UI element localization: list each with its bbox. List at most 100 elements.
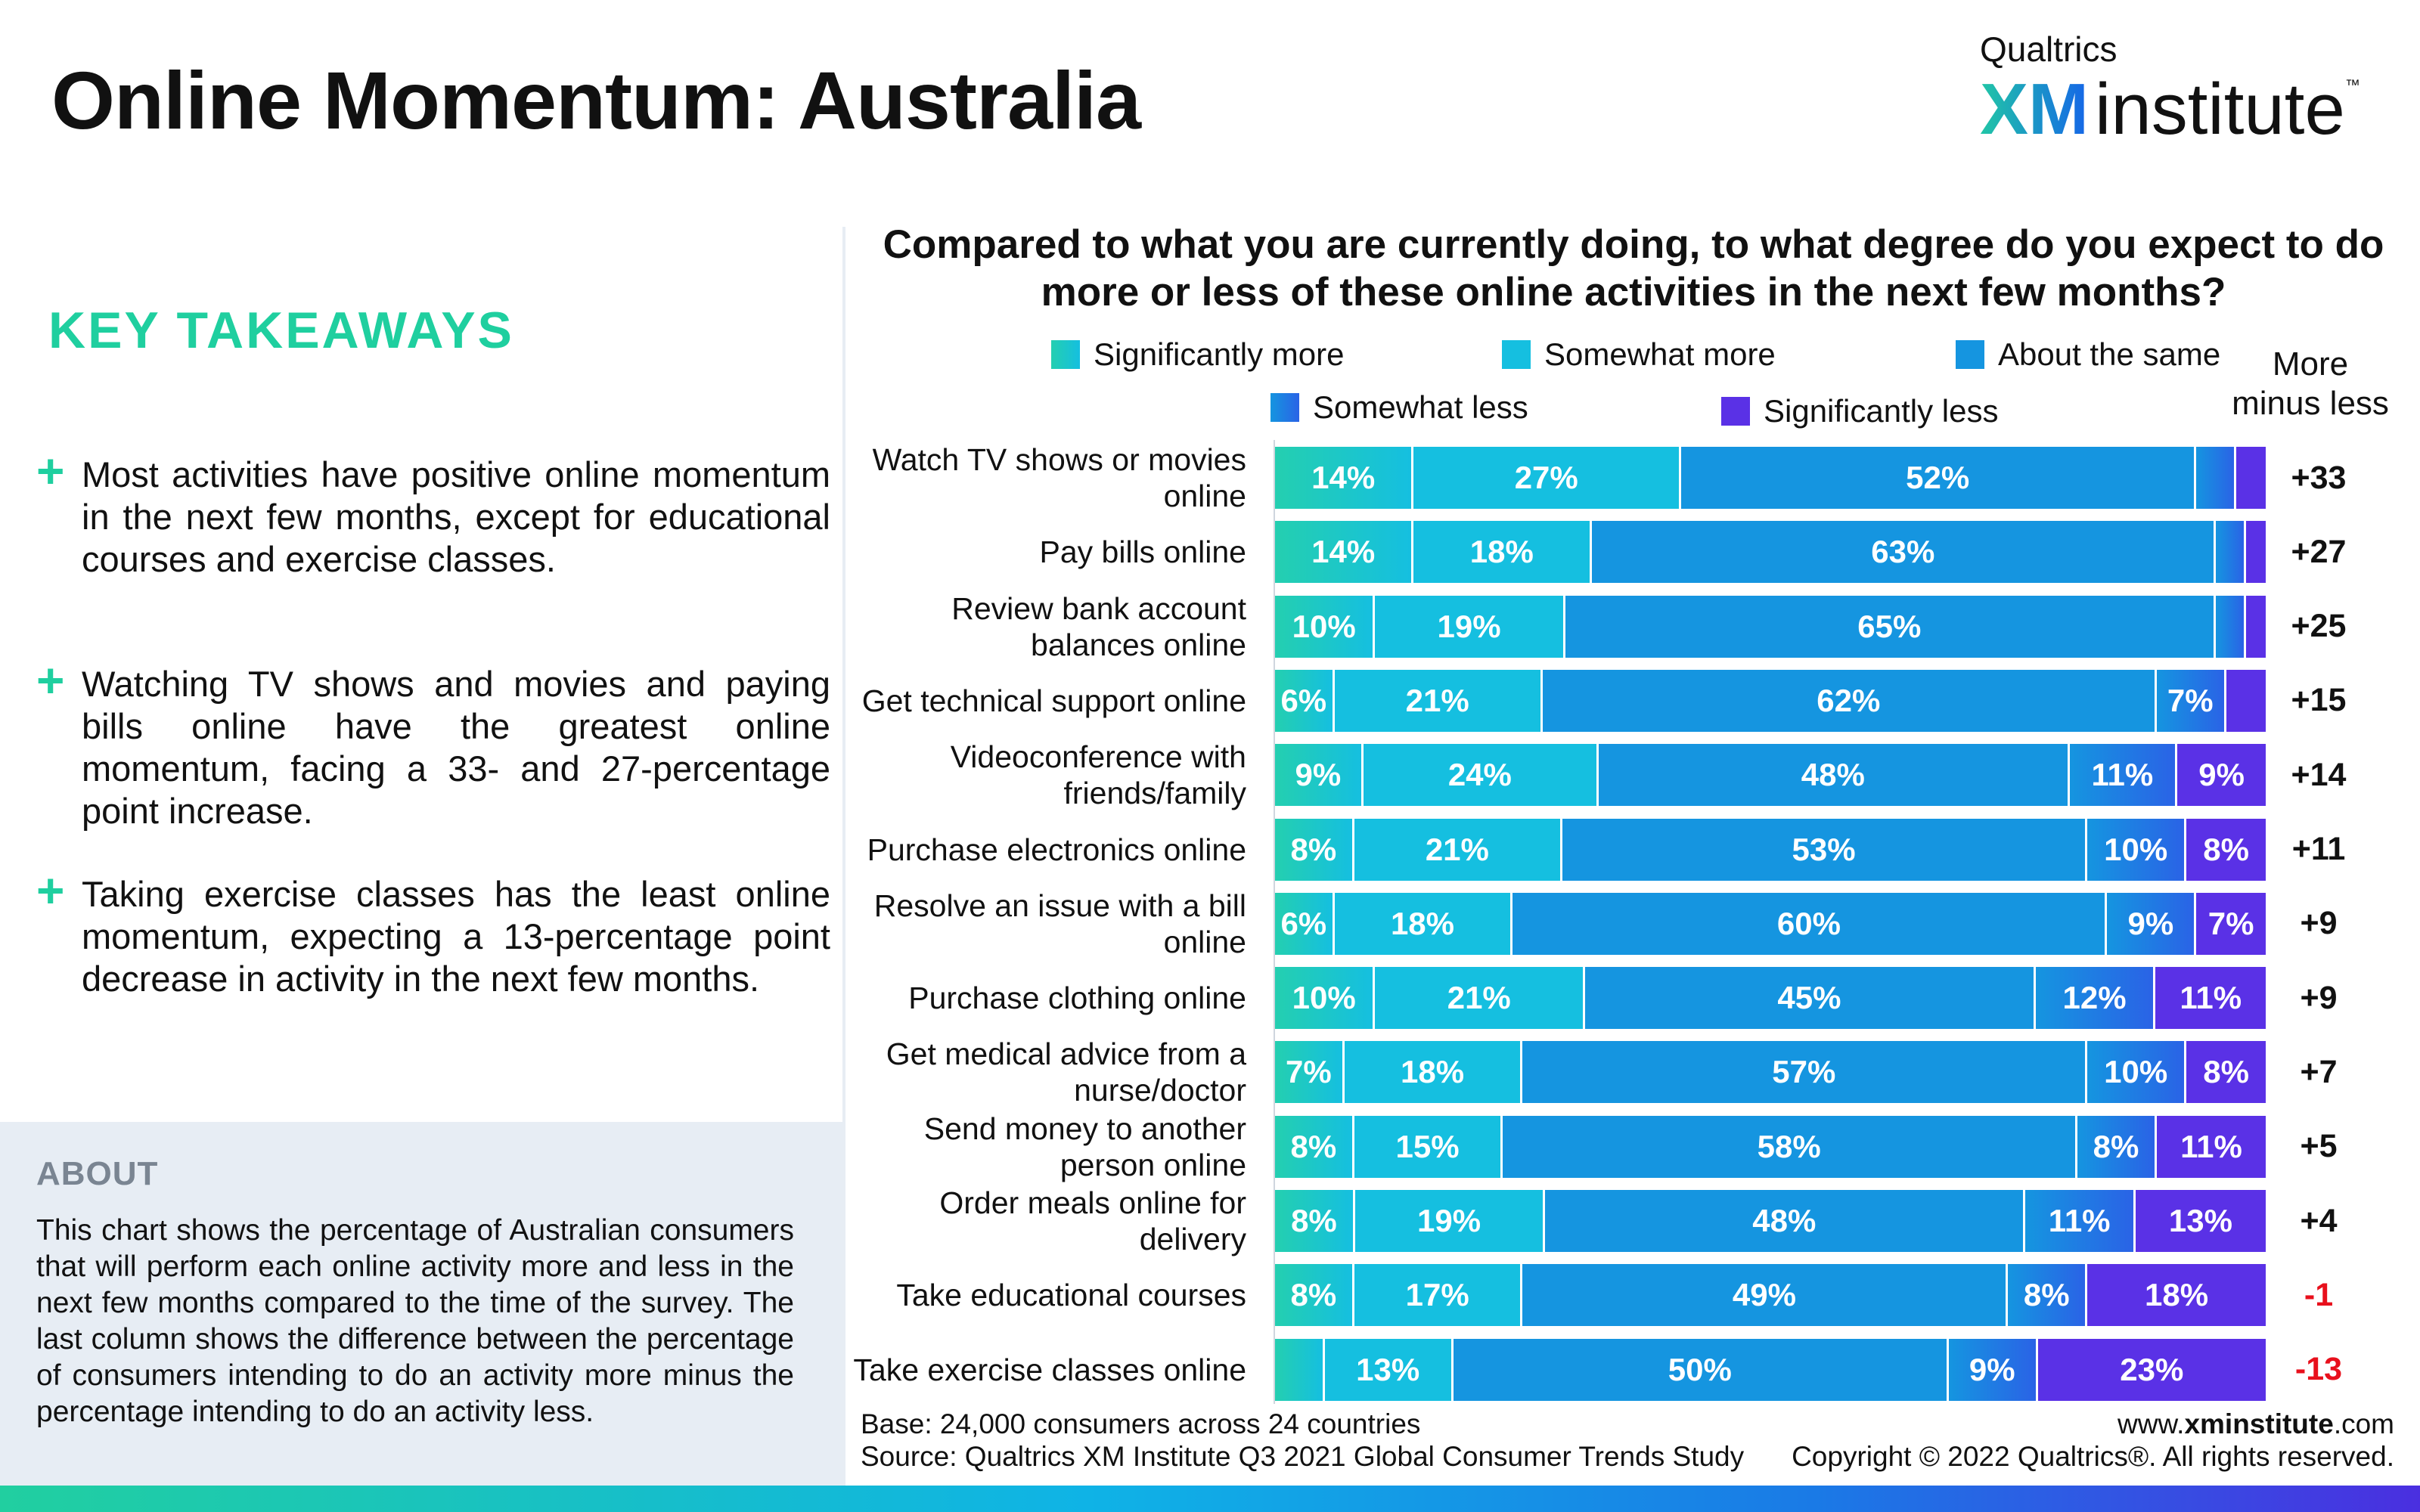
bar-segment-significantly-less: 8% bbox=[2186, 1041, 2266, 1104]
row-label: Pay bills online bbox=[1039, 534, 1247, 570]
bar-segment-somewhat-more: 15% bbox=[1354, 1115, 1503, 1178]
bar-segment-somewhat-more: 19% bbox=[1354, 1190, 1546, 1252]
bar-segment-significantly-more: 14% bbox=[1275, 447, 1414, 509]
bar-segment-significantly-less bbox=[2245, 521, 2266, 584]
legend-label: Significantly more bbox=[1094, 336, 1345, 372]
net-value: +15 bbox=[2291, 682, 2347, 719]
plus-icon: + bbox=[36, 653, 65, 708]
row-label: Watch TV shows or movies online bbox=[872, 442, 1246, 513]
net-value: -1 bbox=[2304, 1276, 2334, 1313]
legend-about-the-same: About the same bbox=[1956, 336, 2220, 373]
bar-segment-about-the-same: 53% bbox=[1562, 818, 2088, 881]
bar-segment-somewhat-less: 11% bbox=[2069, 744, 2178, 807]
stacked-bar: 8% 21% 53% 10% 8% bbox=[1275, 818, 2266, 881]
takeaway-text: Most activities have positive online mom… bbox=[82, 454, 830, 579]
row-label: Send money to another person online bbox=[923, 1111, 1246, 1182]
legend-swatch bbox=[1956, 340, 1984, 369]
bottom-gradient-bar bbox=[0, 1486, 2420, 1512]
bar-segment-somewhat-more: 18% bbox=[1413, 521, 1593, 584]
net-value: -13 bbox=[2294, 1351, 2343, 1388]
legend-somewhat-more: Somewhat more bbox=[1502, 336, 1776, 373]
bar-segment-significantly-less bbox=[2226, 669, 2266, 732]
bar-segment-somewhat-less: 8% bbox=[2077, 1115, 2157, 1178]
net-value: +9 bbox=[2300, 905, 2338, 942]
bar-segment-somewhat-less: 7% bbox=[2156, 669, 2226, 732]
bar-segment-significantly-less bbox=[2235, 447, 2266, 509]
key-takeaways-heading: KEY TAKEAWAYS bbox=[48, 302, 514, 359]
row-label: Order meals online for delivery bbox=[939, 1185, 1246, 1256]
net-value: +25 bbox=[2291, 608, 2347, 645]
section-divider bbox=[842, 227, 845, 1486]
legend-label: Somewhat more bbox=[1544, 336, 1776, 372]
bar-segment-about-the-same: 65% bbox=[1565, 595, 2216, 658]
row-label: Resolve an issue with a bill online bbox=[873, 888, 1246, 959]
takeaway-text: Taking exercise classes has the least on… bbox=[82, 874, 830, 999]
bar-segment-about-the-same: 60% bbox=[1512, 892, 2108, 955]
stacked-bar: 14% 18% 63% bbox=[1275, 521, 2266, 584]
bar-segment-significantly-less: 11% bbox=[2155, 967, 2266, 1030]
takeaway-text: Watching TV shows and movies and paying … bbox=[82, 664, 830, 831]
bar-segment-significantly-more bbox=[1275, 1338, 1325, 1401]
about-heading: ABOUT bbox=[36, 1155, 159, 1192]
logo-trademark: ™ bbox=[2344, 77, 2360, 94]
logo-institute-text: institute bbox=[2095, 69, 2345, 150]
bar-segment-somewhat-less: 11% bbox=[2025, 1190, 2136, 1252]
footer-url[interactable]: www.xminstitute.com bbox=[2118, 1408, 2394, 1440]
bar-segment-somewhat-less: 10% bbox=[2087, 818, 2187, 881]
bar-segment-significantly-more: 7% bbox=[1275, 1041, 1345, 1104]
legend-label: Significantly less bbox=[1764, 393, 1999, 429]
footer-base: Base: 24,000 consumers across 24 countri… bbox=[861, 1408, 1421, 1439]
bar-segment-significantly-less: 13% bbox=[2135, 1190, 2266, 1252]
bar-segment-significantly-more: 14% bbox=[1275, 521, 1414, 584]
row-label: Take educational courses bbox=[896, 1278, 1246, 1313]
bar-segment-somewhat-less: 9% bbox=[2107, 892, 2197, 955]
stacked-bar: 7% 18% 57% 10% 8% bbox=[1275, 1041, 2266, 1104]
stacked-bar: 8% 19% 48% 11% 13% bbox=[1275, 1190, 2266, 1252]
net-value: +9 bbox=[2300, 979, 2338, 1016]
bar-segment-significantly-more: 8% bbox=[1275, 1115, 1354, 1178]
bar-segment-about-the-same: 58% bbox=[1503, 1115, 2078, 1178]
row-label: Videoconference with friends/family bbox=[950, 739, 1246, 811]
footer-source: Source: Qualtrics XM Institute Q3 2021 G… bbox=[861, 1441, 1745, 1472]
stacked-bar: 8% 15% 58% 8% 11% bbox=[1275, 1115, 2266, 1178]
legend-swatch bbox=[1270, 393, 1299, 422]
stacked-bar: 14% 27% 52% bbox=[1275, 447, 2266, 509]
bar-segment-somewhat-less: 9% bbox=[1948, 1338, 2038, 1401]
footer-url-suffix: .com bbox=[2333, 1408, 2394, 1439]
bar-segment-somewhat-less bbox=[2215, 595, 2246, 658]
bar-segment-somewhat-more: 27% bbox=[1413, 447, 1682, 509]
bar-segment-significantly-more: 6% bbox=[1275, 669, 1335, 732]
bar-segment-somewhat-more: 19% bbox=[1375, 595, 1565, 658]
net-value: +33 bbox=[2291, 459, 2347, 496]
stacked-bar: 10% 19% 65% bbox=[1275, 595, 2266, 658]
bar-segment-somewhat-more: 18% bbox=[1334, 892, 1513, 955]
xm-institute-logo: Qualtrics XMinstitute™ bbox=[1980, 29, 2403, 150]
legend-swatch bbox=[1721, 397, 1750, 426]
legend-significantly-more: Significantly more bbox=[1051, 336, 1344, 373]
bar-segment-about-the-same: 52% bbox=[1681, 447, 2197, 509]
stacked-bar: 10% 21% 45% 12% 11% bbox=[1275, 967, 2266, 1030]
net-value: +11 bbox=[2291, 831, 2346, 867]
row-label: Get medical advice from a nurse/doctor bbox=[886, 1036, 1246, 1108]
bar-segment-about-the-same: 45% bbox=[1585, 967, 2036, 1030]
bar-segment-somewhat-less bbox=[2216, 521, 2246, 584]
bar-segment-about-the-same: 48% bbox=[1599, 744, 2070, 807]
bar-segment-about-the-same: 48% bbox=[1545, 1190, 2026, 1252]
row-label: Purchase clothing online bbox=[908, 981, 1246, 1016]
logo-qualtrics-text: Qualtrics bbox=[1980, 29, 2118, 69]
legend-swatch bbox=[1051, 340, 1080, 369]
bar-segment-significantly-more: 8% bbox=[1275, 818, 1354, 881]
logo-xm-text: XM bbox=[1980, 69, 2089, 150]
legend-significantly-less: Significantly less bbox=[1721, 393, 1998, 429]
stacked-bar: 6% 18% 60% 9% 7% bbox=[1275, 892, 2266, 955]
bar-segment-about-the-same: 57% bbox=[1522, 1041, 2088, 1104]
footer-copyright: Copyright © 2022 Qualtrics®. All rights … bbox=[1792, 1441, 2394, 1472]
about-text: This chart shows the percentage of Austr… bbox=[36, 1214, 794, 1428]
bar-segment-somewhat-more: 21% bbox=[1334, 669, 1543, 732]
bar-segment-significantly-less bbox=[2245, 595, 2266, 658]
legend-label: About the same bbox=[1998, 336, 2221, 372]
row-label: Review bank account balances online bbox=[951, 590, 1246, 662]
bar-segment-somewhat-more: 24% bbox=[1363, 744, 1599, 807]
bar-segment-somewhat-more: 21% bbox=[1375, 967, 1586, 1030]
stacked-bar: 9% 24% 48% 11% 9% bbox=[1275, 744, 2266, 807]
